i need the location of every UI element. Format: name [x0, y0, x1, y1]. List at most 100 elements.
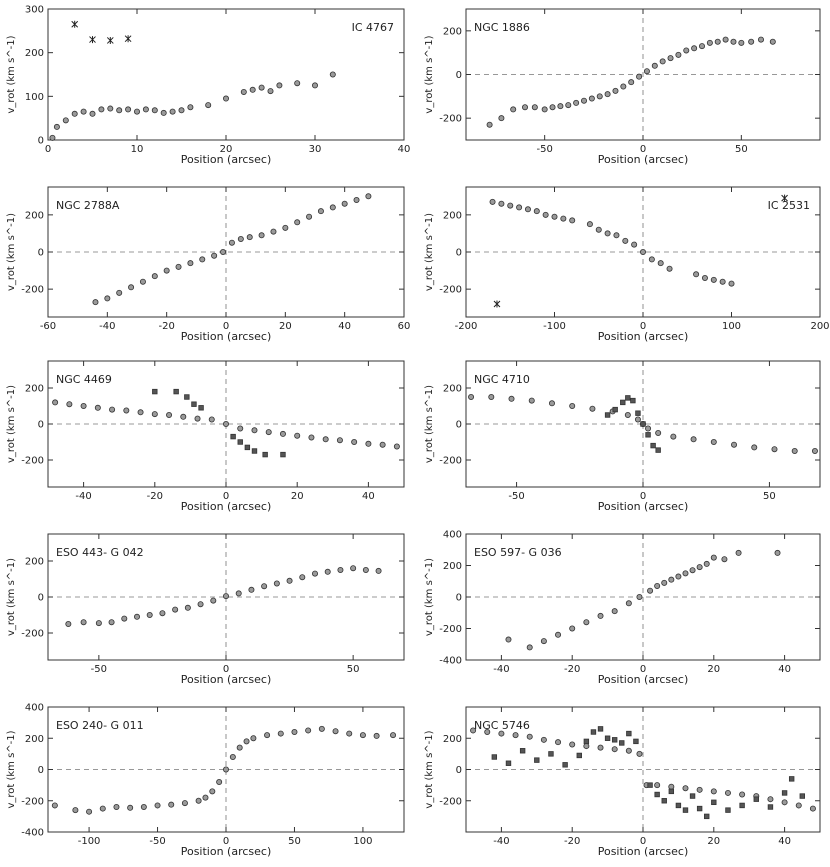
data-point: [127, 804, 134, 811]
data-point: [80, 402, 87, 409]
y-tick-label: 400: [443, 530, 462, 541]
data-point: [735, 549, 742, 556]
galaxy-name: ESO 240- G 011: [56, 719, 144, 732]
data-point: [526, 644, 533, 651]
data-point: [691, 45, 698, 52]
data-point: [113, 804, 120, 811]
data-point: [261, 583, 268, 590]
data-point: [353, 196, 360, 203]
data-point: [682, 807, 689, 813]
y-tick-label: 200: [443, 384, 462, 395]
x-tick-label: 0: [223, 664, 229, 675]
data-point: [731, 441, 738, 448]
data-point: [668, 783, 675, 790]
x-tick-label: 10: [131, 144, 144, 155]
data-point: [142, 106, 149, 113]
data-point: [650, 442, 656, 449]
data-point: [279, 430, 286, 437]
data-point: [635, 410, 641, 416]
y-tick-label: 200: [443, 210, 462, 221]
y-tick-label: -200: [21, 285, 44, 296]
data-point: [128, 284, 135, 291]
data-point: [710, 788, 717, 795]
y-axis-label: v_rot (km s^-1): [424, 385, 435, 463]
data-point: [781, 790, 788, 796]
data-point: [748, 38, 755, 45]
data-point: [116, 107, 123, 114]
data-point: [498, 200, 505, 207]
x-tick-label: 0: [640, 836, 646, 847]
data-point: [701, 274, 708, 281]
data-point: [250, 735, 257, 742]
data-point: [197, 601, 204, 608]
data-point: [643, 68, 650, 75]
data-point: [249, 86, 256, 93]
data-point: [626, 730, 632, 737]
data-point: [590, 729, 597, 735]
data-point: [86, 808, 93, 815]
data-point: [359, 732, 366, 739]
data-point: [631, 241, 638, 248]
data-point: [291, 729, 298, 736]
data-point: [655, 447, 661, 453]
data-point: [548, 400, 555, 407]
data-point: [595, 226, 602, 233]
x-tick-label: 0: [640, 491, 646, 502]
galaxy-name: NGC 4469: [56, 373, 112, 386]
y-tick-label: 200: [443, 734, 462, 745]
data-point: [551, 213, 558, 220]
x-axis-label: Position (arcsec): [598, 673, 689, 686]
data-point: [586, 221, 593, 228]
y-tick-label: 400: [25, 703, 44, 714]
data-point: [636, 594, 643, 601]
data-point: [123, 407, 130, 414]
y-axis-label: v_rot (km s^-1): [6, 385, 17, 463]
data-point: [222, 766, 229, 773]
x-axis-label: Position (arcsec): [181, 673, 272, 686]
panel-5: -50 0 50 -200 0 200 Position (arcsec) v_rot (km…: [424, 360, 821, 513]
data-point: [246, 234, 253, 241]
x-tick-label: -20: [147, 491, 163, 502]
x-tick-label: -40: [75, 491, 91, 502]
data-point: [682, 785, 689, 792]
y-tick-label: 0: [38, 248, 44, 259]
data-point: [311, 82, 318, 89]
data-point: [373, 732, 380, 739]
data-point: [488, 393, 495, 400]
data-point: [651, 62, 658, 69]
data-point: [270, 228, 277, 235]
data-point: [106, 36, 114, 44]
galaxy-name: IC 2531: [768, 199, 810, 212]
data-point: [668, 788, 675, 795]
x-tick-label: 50: [288, 836, 301, 847]
data-point: [181, 800, 188, 807]
data-point: [758, 36, 765, 43]
data-point: [505, 636, 512, 643]
data-point: [489, 198, 496, 205]
data-point: [251, 448, 258, 454]
data-point: [199, 256, 206, 263]
y-axis-label: v_rot (km s^-1): [6, 213, 17, 291]
data-point: [237, 425, 244, 432]
data-point: [94, 404, 101, 411]
data-point: [675, 802, 682, 809]
data-point: [668, 576, 675, 583]
data-point: [80, 108, 87, 115]
y-tick-label: 0: [456, 70, 462, 81]
data-point: [657, 260, 664, 267]
data-point: [675, 573, 682, 580]
data-point: [655, 429, 662, 436]
x-tick-label: 30: [309, 144, 322, 155]
y-tick-label: 0: [456, 765, 462, 776]
y-tick-label: -200: [439, 285, 462, 296]
data-point: [730, 38, 737, 45]
y-tick-label: 200: [25, 210, 44, 221]
x-tick-label: 0: [223, 491, 229, 502]
data-point: [540, 638, 547, 645]
data-point: [588, 95, 595, 102]
data-point: [286, 577, 293, 584]
data-point: [771, 446, 778, 453]
galaxy-name: NGC 5746: [474, 719, 530, 732]
data-point: [52, 399, 59, 406]
data-point: [172, 606, 179, 613]
